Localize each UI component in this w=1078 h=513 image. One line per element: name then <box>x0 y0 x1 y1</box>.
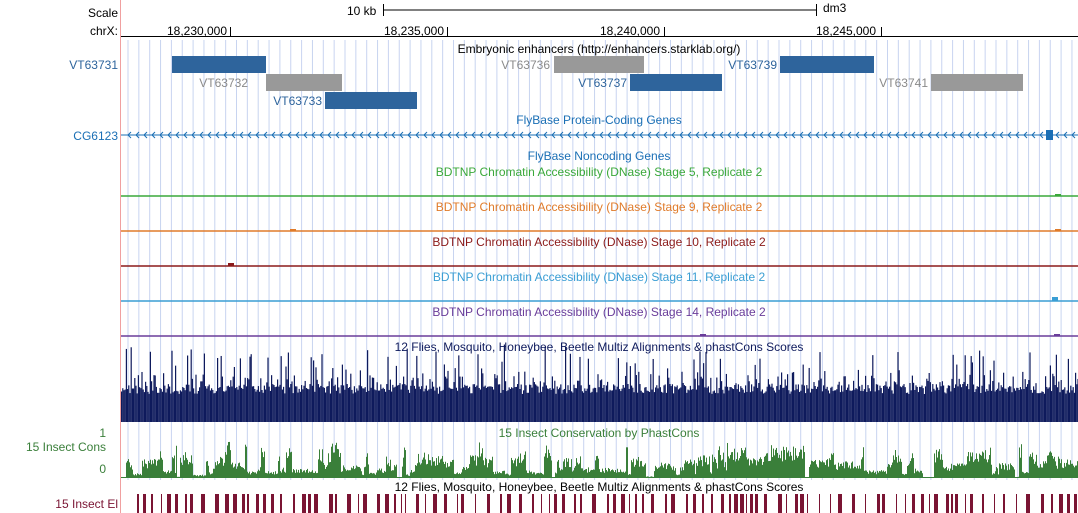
track-title-phastcons: 15 Insect Conservation by PhastCons <box>498 426 700 440</box>
track-title-elements: 12 Flies, Mosquito, Honeybee, Beetle Mul… <box>394 480 804 494</box>
track-title-dnase: BDTNP Chromatin Accessibility (DNase) St… <box>435 200 763 214</box>
dnase-tracks <box>121 194 1078 337</box>
scale-bar-label: 10 kb <box>347 4 377 18</box>
phastcons-signal <box>121 441 1078 478</box>
dnase-peak <box>700 334 706 336</box>
ruler-scale-bar <box>383 4 817 16</box>
gene-label[interactable]: CG6123 <box>73 129 118 143</box>
chrom-label: chrX: <box>89 24 118 38</box>
gene-model-cg6123[interactable] <box>121 130 1078 140</box>
position-label: 18,240,000 <box>599 24 661 38</box>
scale-label: Scale <box>87 6 118 20</box>
enhancer-box[interactable] <box>172 56 266 73</box>
enhancer-box[interactable] <box>780 56 874 73</box>
dnase-peak <box>1055 229 1061 231</box>
enhancer-label[interactable]: VT63739 <box>728 58 777 72</box>
assembly-label: dm3 <box>823 1 847 15</box>
position-label: 18,235,000 <box>383 24 445 38</box>
dnase-peak <box>290 229 296 231</box>
enhancer-label[interactable]: VT63737 <box>578 76 627 90</box>
enhancer-box[interactable] <box>266 74 342 91</box>
dnase-peak <box>1052 297 1058 301</box>
track-title-protein-coding: FlyBase Protein-Coding Genes <box>516 113 682 127</box>
conserved-elements <box>137 494 1077 513</box>
track-title-dnase: BDTNP Chromatin Accessibility (DNase) St… <box>432 305 766 319</box>
enhancer-box[interactable] <box>630 74 722 91</box>
enhancer-box[interactable] <box>325 92 417 109</box>
track-title-noncoding: FlyBase Noncoding Genes <box>527 149 671 163</box>
cons-ymin: 0 <box>99 462 106 476</box>
track-title-dnase: BDTNP Chromatin Accessibility (DNase) St… <box>435 165 763 179</box>
position-label: 18,230,000 <box>166 24 228 38</box>
track-label-elements[interactable]: 15 Insect El <box>55 497 118 511</box>
dnase-peak <box>1054 334 1060 336</box>
track-label-cons[interactable]: 15 Insect Cons <box>25 440 106 454</box>
enhancer-label[interactable]: VT63741 <box>879 76 928 90</box>
dnase-peak <box>228 263 234 266</box>
position-label: 18,245,000 <box>815 24 877 38</box>
track-title-dnase: BDTNP Chromatin Accessibility (DNase) St… <box>432 270 766 284</box>
enhancer-label[interactable]: VT63732 <box>199 76 248 90</box>
enhancer-label[interactable]: VT63736 <box>501 58 550 72</box>
enhancer-box[interactable] <box>554 56 644 73</box>
track-title-multiz: 12 Flies, Mosquito, Honeybee, Beetle Mul… <box>394 340 804 354</box>
enhancer-label[interactable]: VT63733 <box>273 94 322 108</box>
ruler-axis <box>121 27 1078 37</box>
enhancer-label[interactable]: VT63731 <box>69 58 118 72</box>
cons-ymax: 1 <box>99 426 106 440</box>
enhancer-box[interactable] <box>931 74 1023 91</box>
track-title-dnase: BDTNP Chromatin Accessibility (DNase) St… <box>432 235 766 249</box>
track-title-enhancers: Embryonic enhancers (http://enhancers.st… <box>457 42 741 56</box>
enhancer-features[interactable] <box>172 56 1023 109</box>
multiz-signal <box>121 344 1078 422</box>
dnase-peak <box>1055 194 1061 196</box>
